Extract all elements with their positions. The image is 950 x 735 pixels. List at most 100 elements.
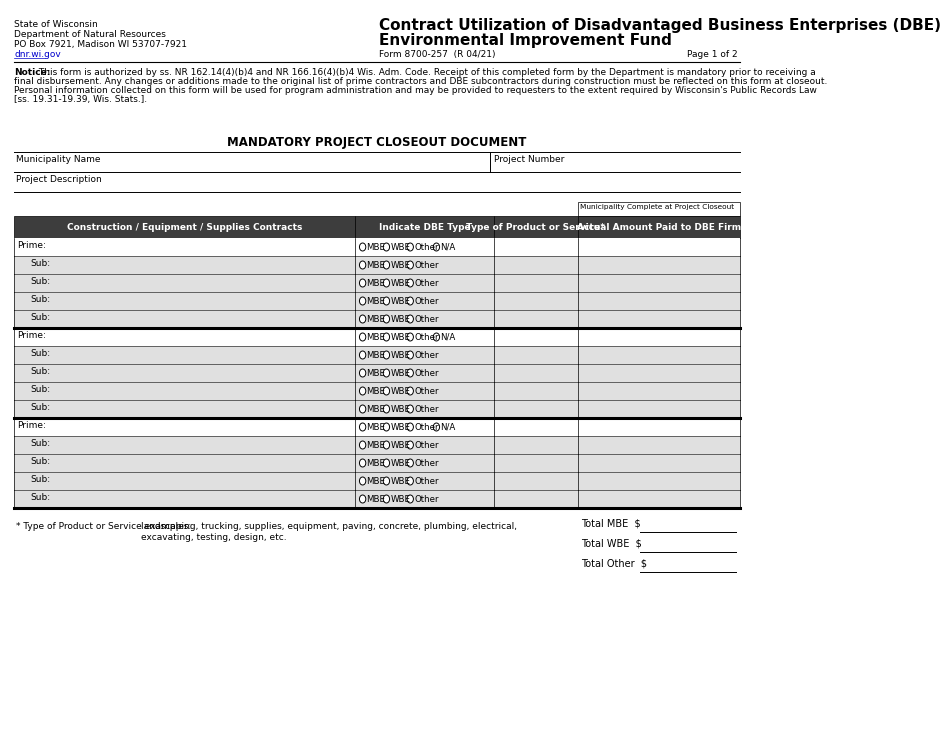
- Bar: [578, 216, 739, 238]
- Circle shape: [383, 315, 390, 323]
- Text: MBE: MBE: [367, 423, 386, 431]
- Text: Sub:: Sub:: [30, 277, 50, 286]
- Bar: [494, 238, 578, 256]
- Bar: [578, 310, 739, 328]
- Circle shape: [359, 405, 366, 413]
- Text: MBE: MBE: [367, 495, 386, 503]
- Bar: [355, 292, 494, 310]
- Text: WBE: WBE: [390, 279, 410, 287]
- Bar: [494, 328, 578, 346]
- Text: Sub:: Sub:: [30, 457, 50, 466]
- Text: MBE: MBE: [367, 351, 386, 359]
- Text: Other: Other: [414, 368, 439, 378]
- Text: MBE: MBE: [367, 296, 386, 306]
- Bar: [355, 454, 494, 472]
- Text: Total WBE  $: Total WBE $: [580, 539, 641, 549]
- Circle shape: [407, 333, 413, 341]
- Bar: [14, 436, 355, 454]
- Circle shape: [383, 333, 390, 341]
- Text: Environmental Improvement Fund: Environmental Improvement Fund: [379, 33, 673, 48]
- Text: WBE: WBE: [390, 387, 410, 395]
- Circle shape: [407, 279, 413, 287]
- Text: Total MBE  $: Total MBE $: [580, 519, 640, 529]
- Bar: [578, 364, 739, 382]
- Text: Construction / Equipment / Supplies Contracts: Construction / Equipment / Supplies Cont…: [67, 223, 302, 232]
- Bar: [494, 472, 578, 490]
- Circle shape: [407, 351, 413, 359]
- Circle shape: [359, 477, 366, 485]
- Text: WBE: WBE: [390, 368, 410, 378]
- Circle shape: [383, 297, 390, 305]
- Bar: [494, 364, 578, 382]
- Text: Sub:: Sub:: [30, 475, 50, 484]
- Circle shape: [383, 351, 390, 359]
- Bar: [14, 454, 355, 472]
- Text: N/A: N/A: [441, 423, 456, 431]
- Circle shape: [433, 333, 440, 341]
- Text: MBE: MBE: [367, 476, 386, 486]
- Circle shape: [359, 351, 366, 359]
- Bar: [14, 238, 355, 256]
- Text: MBE: MBE: [367, 368, 386, 378]
- Text: Sub:: Sub:: [30, 439, 50, 448]
- Circle shape: [407, 261, 413, 269]
- Bar: [494, 310, 578, 328]
- Bar: [14, 418, 355, 436]
- Circle shape: [383, 387, 390, 395]
- Bar: [14, 292, 355, 310]
- Bar: [494, 274, 578, 292]
- Text: Sub:: Sub:: [30, 259, 50, 268]
- Text: Prime:: Prime:: [17, 421, 47, 430]
- Bar: [578, 382, 739, 400]
- Circle shape: [407, 495, 413, 503]
- Bar: [355, 274, 494, 292]
- Bar: [355, 310, 494, 328]
- Text: Page 1 of 2: Page 1 of 2: [687, 50, 738, 59]
- Text: Prime:: Prime:: [17, 241, 47, 250]
- Text: Other: Other: [414, 243, 439, 251]
- Text: Other: Other: [414, 332, 439, 342]
- Circle shape: [383, 369, 390, 377]
- Text: MBE: MBE: [367, 260, 386, 270]
- Text: Department of Natural Resources: Department of Natural Resources: [14, 30, 166, 39]
- Bar: [14, 274, 355, 292]
- Text: MBE: MBE: [367, 387, 386, 395]
- Bar: [494, 292, 578, 310]
- Bar: [14, 256, 355, 274]
- Text: Other: Other: [414, 315, 439, 323]
- Text: Municipality Complete at Project Closeout: Municipality Complete at Project Closeou…: [580, 204, 734, 210]
- Bar: [578, 274, 739, 292]
- Text: Other: Other: [414, 423, 439, 431]
- Text: WBE: WBE: [390, 459, 410, 467]
- Text: Actual Amount Paid to DBE Firm: Actual Amount Paid to DBE Firm: [577, 223, 741, 232]
- Text: Personal information collected on this form will be used for program administrat: Personal information collected on this f…: [14, 86, 817, 95]
- Bar: [355, 256, 494, 274]
- Bar: [494, 382, 578, 400]
- Circle shape: [383, 261, 390, 269]
- Circle shape: [407, 423, 413, 431]
- Circle shape: [383, 495, 390, 503]
- Text: MBE: MBE: [367, 459, 386, 467]
- Circle shape: [383, 441, 390, 449]
- Bar: [578, 454, 739, 472]
- Bar: [355, 490, 494, 508]
- Bar: [494, 346, 578, 364]
- Text: Other: Other: [414, 476, 439, 486]
- Text: Project Description: Project Description: [16, 175, 102, 184]
- Circle shape: [407, 405, 413, 413]
- Circle shape: [359, 459, 366, 467]
- Bar: [578, 418, 739, 436]
- Text: * Type of Product or Service examples:: * Type of Product or Service examples:: [16, 522, 191, 531]
- Text: MBE: MBE: [367, 279, 386, 287]
- Circle shape: [359, 333, 366, 341]
- Circle shape: [359, 495, 366, 503]
- Bar: [14, 472, 355, 490]
- Text: Total Other  $: Total Other $: [580, 559, 647, 569]
- Bar: [494, 216, 578, 238]
- Circle shape: [359, 369, 366, 377]
- Bar: [14, 400, 355, 418]
- Bar: [494, 256, 578, 274]
- Text: WBE: WBE: [390, 243, 410, 251]
- Text: MANDATORY PROJECT CLOSEOUT DOCUMENT: MANDATORY PROJECT CLOSEOUT DOCUMENT: [227, 136, 526, 149]
- Bar: [14, 364, 355, 382]
